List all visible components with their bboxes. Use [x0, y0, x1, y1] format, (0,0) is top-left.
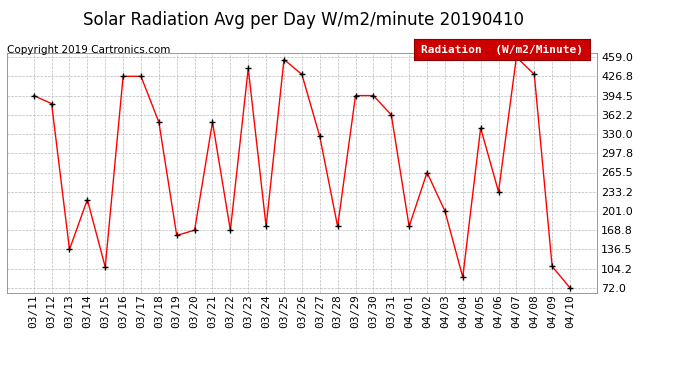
Text: Copyright 2019 Cartronics.com: Copyright 2019 Cartronics.com [7, 45, 170, 55]
Text: Solar Radiation Avg per Day W/m2/minute 20190410: Solar Radiation Avg per Day W/m2/minute … [83, 11, 524, 29]
Text: Radiation  (W/m2/Minute): Radiation (W/m2/Minute) [421, 45, 583, 55]
